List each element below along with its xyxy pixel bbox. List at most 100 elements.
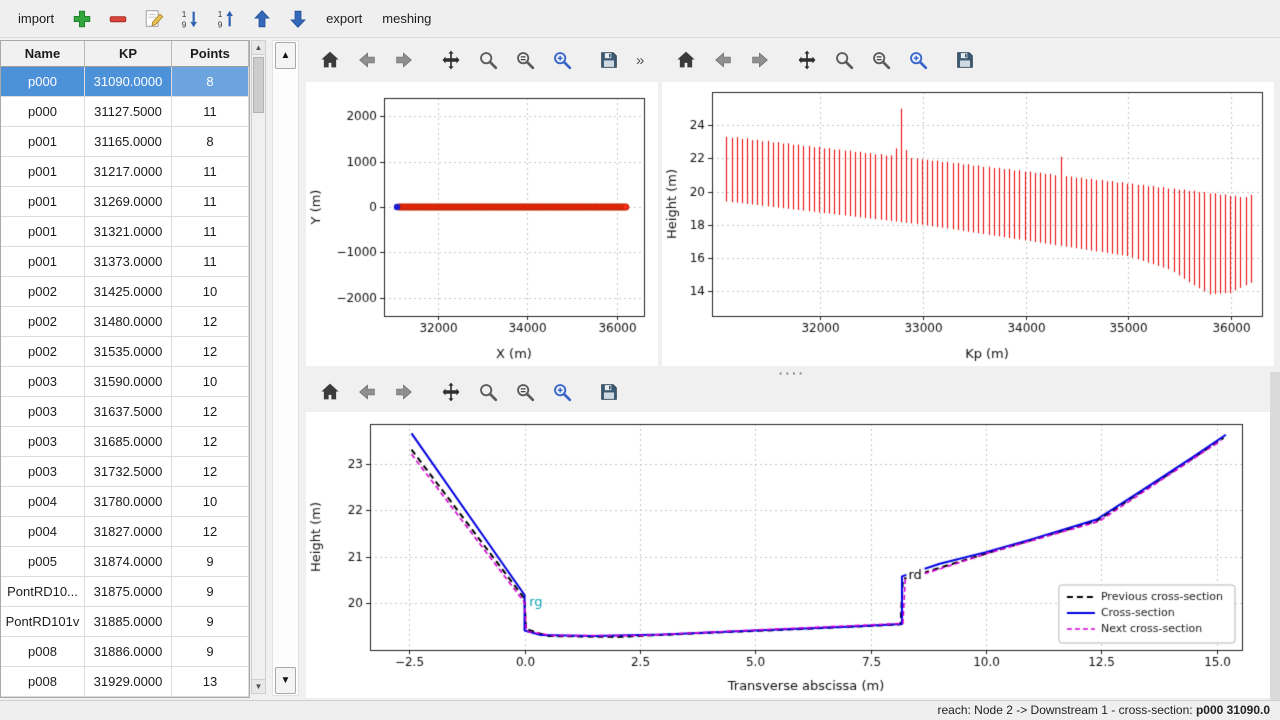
table-row[interactable]: p002 31480.0000 12 [1, 307, 249, 337]
row-points-cell[interactable]: 12 [172, 517, 249, 547]
row-name-cell[interactable]: p002 [1, 337, 85, 367]
table-row[interactable]: p001 31217.0000 11 [1, 157, 249, 187]
row-points-cell[interactable]: 11 [172, 187, 249, 217]
row-name-cell[interactable]: p002 [1, 277, 85, 307]
row-kp-cell[interactable]: 31929.0000 [85, 667, 172, 697]
zoom-button[interactable] [476, 48, 500, 72]
row-name-cell[interactable]: p005 [1, 547, 85, 577]
home-button[interactable] [318, 380, 342, 404]
row-kp-cell[interactable]: 31875.0000 [85, 577, 172, 607]
row-points-cell[interactable]: 9 [172, 547, 249, 577]
row-name-cell[interactable]: p002 [1, 307, 85, 337]
save-button[interactable] [597, 380, 621, 404]
row-kp-cell[interactable]: 31090.0000 [85, 67, 172, 97]
row-name-cell[interactable]: p004 [1, 487, 85, 517]
table-row[interactable]: PontRD10... 31875.0000 9 [1, 577, 249, 607]
row-kp-cell[interactable]: 31127.5000 [85, 97, 172, 127]
row-name-cell[interactable]: p001 [1, 127, 85, 157]
forward-button[interactable] [392, 380, 416, 404]
pan-button[interactable] [439, 380, 463, 404]
row-kp-cell[interactable]: 31886.0000 [85, 637, 172, 667]
scrollbar-up-arrow[interactable]: ▲ [252, 41, 265, 55]
table-row[interactable]: p001 31269.0000 11 [1, 187, 249, 217]
row-points-cell[interactable]: 13 [172, 667, 249, 697]
move-down-button[interactable] [286, 7, 310, 31]
row-kp-cell[interactable]: 31217.0000 [85, 157, 172, 187]
row-name-cell[interactable]: p008 [1, 637, 85, 667]
back-button[interactable] [355, 380, 379, 404]
table-row[interactable]: p001 31165.0000 8 [1, 127, 249, 157]
row-name-cell[interactable]: p001 [1, 247, 85, 277]
row-name-cell[interactable]: p003 [1, 427, 85, 457]
row-points-cell[interactable]: 9 [172, 577, 249, 607]
customize-button[interactable] [906, 48, 930, 72]
row-points-cell[interactable]: 10 [172, 487, 249, 517]
table-row[interactable]: p001 31321.0000 11 [1, 217, 249, 247]
table-row[interactable]: p004 31780.0000 10 [1, 487, 249, 517]
row-kp-cell[interactable]: 31732.5000 [85, 457, 172, 487]
row-points-cell[interactable]: 8 [172, 67, 249, 97]
column-header-points[interactable]: Points [172, 41, 249, 67]
save-button[interactable] [597, 48, 621, 72]
table-scrollbar[interactable]: ▲ ▼ [251, 40, 266, 694]
pan-button[interactable] [439, 48, 463, 72]
table-row[interactable]: p000 31127.5000 11 [1, 97, 249, 127]
row-kp-cell[interactable]: 31535.0000 [85, 337, 172, 367]
table-row[interactable]: p002 31425.0000 10 [1, 277, 249, 307]
table-row[interactable]: p003 31637.5000 12 [1, 397, 249, 427]
row-kp-cell[interactable]: 31685.0000 [85, 427, 172, 457]
customize-button[interactable] [550, 380, 574, 404]
column-header-kp[interactable]: KP [85, 41, 172, 67]
row-kp-cell[interactable]: 31637.5000 [85, 397, 172, 427]
row-name-cell[interactable]: PontRD101v [1, 607, 85, 637]
row-kp-cell[interactable]: 31269.0000 [85, 187, 172, 217]
row-name-cell[interactable]: p008 [1, 667, 85, 697]
row-name-cell[interactable]: p003 [1, 367, 85, 397]
subplots-button[interactable] [513, 48, 537, 72]
row-name-cell[interactable]: p003 [1, 397, 85, 427]
add-button[interactable] [70, 7, 94, 31]
table-row[interactable]: p003 31590.0000 10 [1, 367, 249, 397]
row-kp-cell[interactable]: 31321.0000 [85, 217, 172, 247]
customize-button[interactable] [550, 48, 574, 72]
row-points-cell[interactable]: 12 [172, 307, 249, 337]
table-row[interactable]: p005 31874.0000 9 [1, 547, 249, 577]
row-name-cell[interactable]: p001 [1, 217, 85, 247]
row-points-cell[interactable]: 11 [172, 97, 249, 127]
panel-scrollbar[interactable]: ▲ ▼ [272, 40, 299, 696]
row-points-cell[interactable]: 12 [172, 337, 249, 367]
row-points-cell[interactable]: 12 [172, 427, 249, 457]
row-kp-cell[interactable]: 31373.0000 [85, 247, 172, 277]
toolbar-overflow-button[interactable]: » [636, 51, 645, 69]
table-row[interactable]: p000 31090.0000 8 [1, 67, 249, 97]
forward-button[interactable] [392, 48, 416, 72]
row-points-cell[interactable]: 11 [172, 157, 249, 187]
row-points-cell[interactable]: 10 [172, 277, 249, 307]
row-name-cell[interactable]: p000 [1, 97, 85, 127]
table-row[interactable]: p008 31929.0000 13 [1, 667, 249, 697]
row-points-cell[interactable]: 10 [172, 367, 249, 397]
forward-button[interactable] [748, 48, 772, 72]
longitudinal-profile-plot[interactable] [662, 82, 1274, 366]
row-kp-cell[interactable]: 31165.0000 [85, 127, 172, 157]
table-row[interactable]: p001 31373.0000 11 [1, 247, 249, 277]
row-points-cell[interactable]: 12 [172, 457, 249, 487]
table-row[interactable]: p004 31827.0000 12 [1, 517, 249, 547]
row-points-cell[interactable]: 12 [172, 397, 249, 427]
column-header-name[interactable]: Name [1, 41, 85, 67]
zoom-button[interactable] [832, 48, 856, 72]
row-kp-cell[interactable]: 31885.0000 [85, 607, 172, 637]
splitter[interactable]: ···· [304, 366, 1280, 380]
row-name-cell[interactable]: p001 [1, 187, 85, 217]
row-points-cell[interactable]: 9 [172, 637, 249, 667]
row-points-cell[interactable]: 9 [172, 607, 249, 637]
save-button[interactable] [953, 48, 977, 72]
table-row[interactable]: p002 31535.0000 12 [1, 337, 249, 367]
panel-scroll-up-button[interactable]: ▲ [275, 42, 296, 69]
row-points-cell[interactable]: 8 [172, 127, 249, 157]
plan-view-plot[interactable] [306, 82, 658, 366]
cross-section-plot[interactable] [306, 412, 1270, 698]
move-up-button[interactable] [250, 7, 274, 31]
